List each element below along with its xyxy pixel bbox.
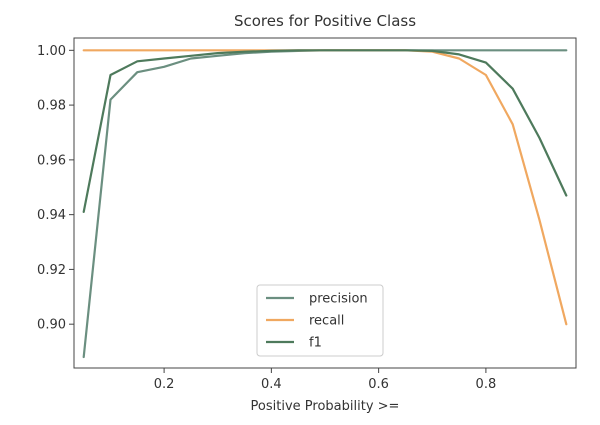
x-tick-label: 0.8 bbox=[476, 377, 497, 392]
legend-label-recall: recall bbox=[309, 314, 344, 329]
series-lines bbox=[82, 49, 568, 359]
y-tick-label: 1.00 bbox=[37, 44, 66, 59]
legend-frame bbox=[256, 284, 384, 357]
series-line-recall bbox=[82, 49, 568, 326]
y-tick-label: 0.96 bbox=[37, 153, 66, 168]
legend-label-f1: f1 bbox=[309, 336, 322, 351]
x-axis-label: Positive Probability >= bbox=[251, 399, 400, 414]
series-line-f1 bbox=[82, 49, 568, 213]
legend: precision recall f1 bbox=[256, 284, 384, 357]
y-tick-label: 0.90 bbox=[37, 318, 66, 333]
x-tick-label: 0.6 bbox=[368, 377, 389, 392]
x-axis: 0.2 0.4 0.6 0.8 bbox=[154, 368, 496, 392]
chart-title: Scores for Positive Class bbox=[234, 12, 416, 30]
y-tick-label: 0.92 bbox=[37, 263, 66, 278]
x-tick-label: 0.2 bbox=[154, 377, 175, 392]
legend-label-precision: precision bbox=[309, 292, 368, 307]
x-tick-label: 0.4 bbox=[261, 377, 282, 392]
plot-frame bbox=[73, 37, 577, 369]
y-axis: 0.90 0.92 0.94 0.96 0.98 1.00 bbox=[37, 44, 74, 333]
y-tick-label: 0.94 bbox=[37, 208, 66, 223]
y-tick-label: 0.98 bbox=[37, 99, 66, 114]
